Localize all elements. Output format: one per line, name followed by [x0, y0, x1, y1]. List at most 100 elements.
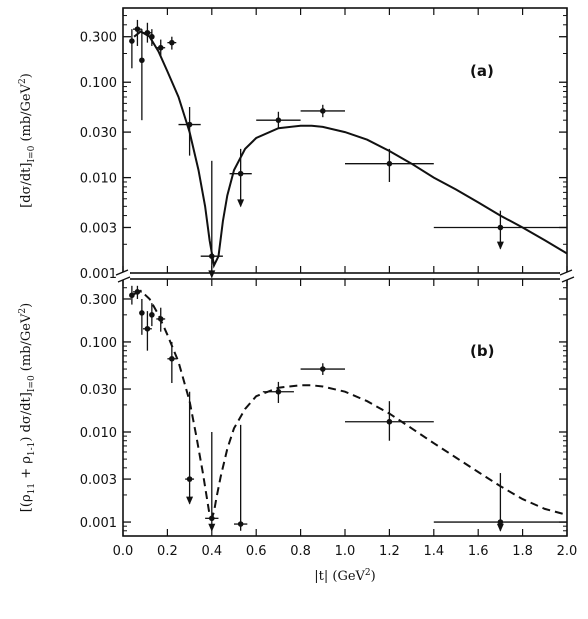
data-point [139, 298, 145, 335]
y-axis-title: [dσ/dt]I=0 (mb/GeV2) [18, 73, 37, 208]
data-marker [275, 117, 282, 123]
axis-break-slash [115, 269, 129, 276]
axis-break-slash [117, 276, 131, 283]
x-tick-label: 0.0 [113, 544, 134, 559]
y-tick-label: 0.300 [80, 31, 117, 46]
data-marker [144, 325, 151, 332]
data-point [142, 311, 152, 351]
data-point [142, 22, 152, 43]
data-point [205, 431, 219, 532]
data-point [129, 285, 135, 305]
data-marker [237, 170, 244, 177]
data-marker [186, 121, 193, 128]
data-point [234, 424, 248, 531]
panel-b-ylabel: [(ρ11 + ρ1-1) dσ/dt]I=0 (mb/GeV2) [18, 303, 37, 512]
panel-b-points [129, 285, 567, 532]
panel-b-curve [133, 289, 568, 521]
data-marker [134, 289, 141, 295]
data-marker [129, 38, 135, 44]
axis-break-slash [561, 276, 575, 283]
axis-break-marks [115, 269, 575, 283]
x-tick-label: 1.0 [335, 544, 356, 559]
x-axis: 0.0 0.2 0.4 0.6 0.8 1.0 1.2 1.4 1.6 1.8 2.0 |t| (Ge… [113, 544, 578, 584]
data-point [262, 381, 294, 403]
data-marker [497, 224, 504, 231]
data-point [178, 106, 201, 156]
data-marker [209, 515, 215, 522]
x-tick-label: 1.6 [468, 544, 489, 559]
x-tick-label: 1.8 [512, 544, 533, 559]
data-point [132, 19, 142, 46]
panel-a-ylabel: [dσ/dt]I=0 (mb/GeV2) [18, 73, 37, 208]
fit-curve-dashed [133, 289, 568, 521]
upper-limit-arrow [208, 523, 216, 532]
panel-a-points [129, 19, 567, 279]
data-marker [144, 29, 151, 36]
data-marker [320, 366, 326, 372]
data-point [185, 391, 195, 505]
data-point [149, 29, 155, 46]
x-tick-label: 0.6 [246, 544, 267, 559]
upper-limit-arrow [208, 270, 216, 279]
axis-break-gap [116, 272, 130, 280]
upper-limit-arrow [186, 496, 194, 505]
data-point [433, 473, 567, 532]
x-tick-label: 0.4 [201, 544, 222, 559]
data-point [156, 39, 166, 56]
data-marker [320, 108, 326, 114]
upper-limit-arrow [496, 523, 504, 532]
y-tick-label: 0.100 [80, 336, 117, 351]
data-marker [129, 292, 135, 299]
data-point [300, 363, 345, 375]
data-marker [149, 312, 155, 318]
data-point [345, 148, 434, 182]
data-marker [139, 57, 145, 64]
data-marker [134, 26, 141, 32]
data-marker [386, 418, 393, 425]
data-point [200, 160, 223, 279]
data-marker [157, 44, 164, 51]
data-point [433, 210, 567, 250]
data-point [229, 148, 252, 208]
y-tick-label: 0.001 [80, 516, 117, 531]
upper-limit-arrow [237, 199, 245, 208]
x-tick-label: 1.2 [379, 544, 400, 559]
data-marker [157, 316, 164, 322]
data-point [167, 341, 177, 384]
data-point [139, 29, 145, 121]
x-tick-label: 0.2 [157, 544, 178, 559]
y-tick-label: 0.003 [80, 221, 117, 236]
x-tick-label: 1.4 [423, 544, 444, 559]
panel-b-ticks: 0.001 0.003 0.010 0.030 0.100 0.300 [80, 279, 568, 536]
data-marker [237, 521, 244, 527]
data-marker [149, 33, 155, 40]
x-tick-label: 0.8 [290, 544, 311, 559]
data-marker [169, 355, 175, 362]
data-point [256, 111, 301, 129]
panel-a-ticks: 0.001 0.003 0.010 0.030 0.100 0.300 [80, 8, 568, 282]
y-tick-label: 0.030 [80, 126, 117, 141]
data-marker [186, 476, 193, 482]
y-tick-label: 0.030 [80, 383, 117, 398]
axis-break-gap [560, 272, 574, 280]
data-point [129, 29, 135, 69]
panel-a: (a) 0.001 0.003 0.010 0.030 0.100 0.300 [dσ/d… [18, 7, 568, 282]
fit-curve-solid [133, 30, 568, 269]
panel-a-curve [133, 30, 568, 269]
panel-b-label: (b) [470, 342, 494, 360]
data-marker [275, 388, 282, 395]
panel-a-label: (a) [470, 62, 494, 80]
data-point [149, 303, 155, 327]
x-axis-title: |t| (GeV2) [314, 568, 375, 584]
upper-limit-arrow [496, 241, 504, 250]
data-point [345, 401, 434, 441]
data-marker [169, 39, 175, 46]
data-marker [139, 310, 145, 316]
data-point [167, 36, 177, 50]
data-point [132, 285, 142, 299]
y-axis-title: [(ρ11 + ρ1-1) dσ/dt]I=0 (mb/GeV2) [18, 303, 37, 512]
y-tick-label: 0.003 [80, 473, 117, 488]
data-marker [497, 519, 504, 525]
y-tick-label: 0.010 [80, 172, 117, 187]
